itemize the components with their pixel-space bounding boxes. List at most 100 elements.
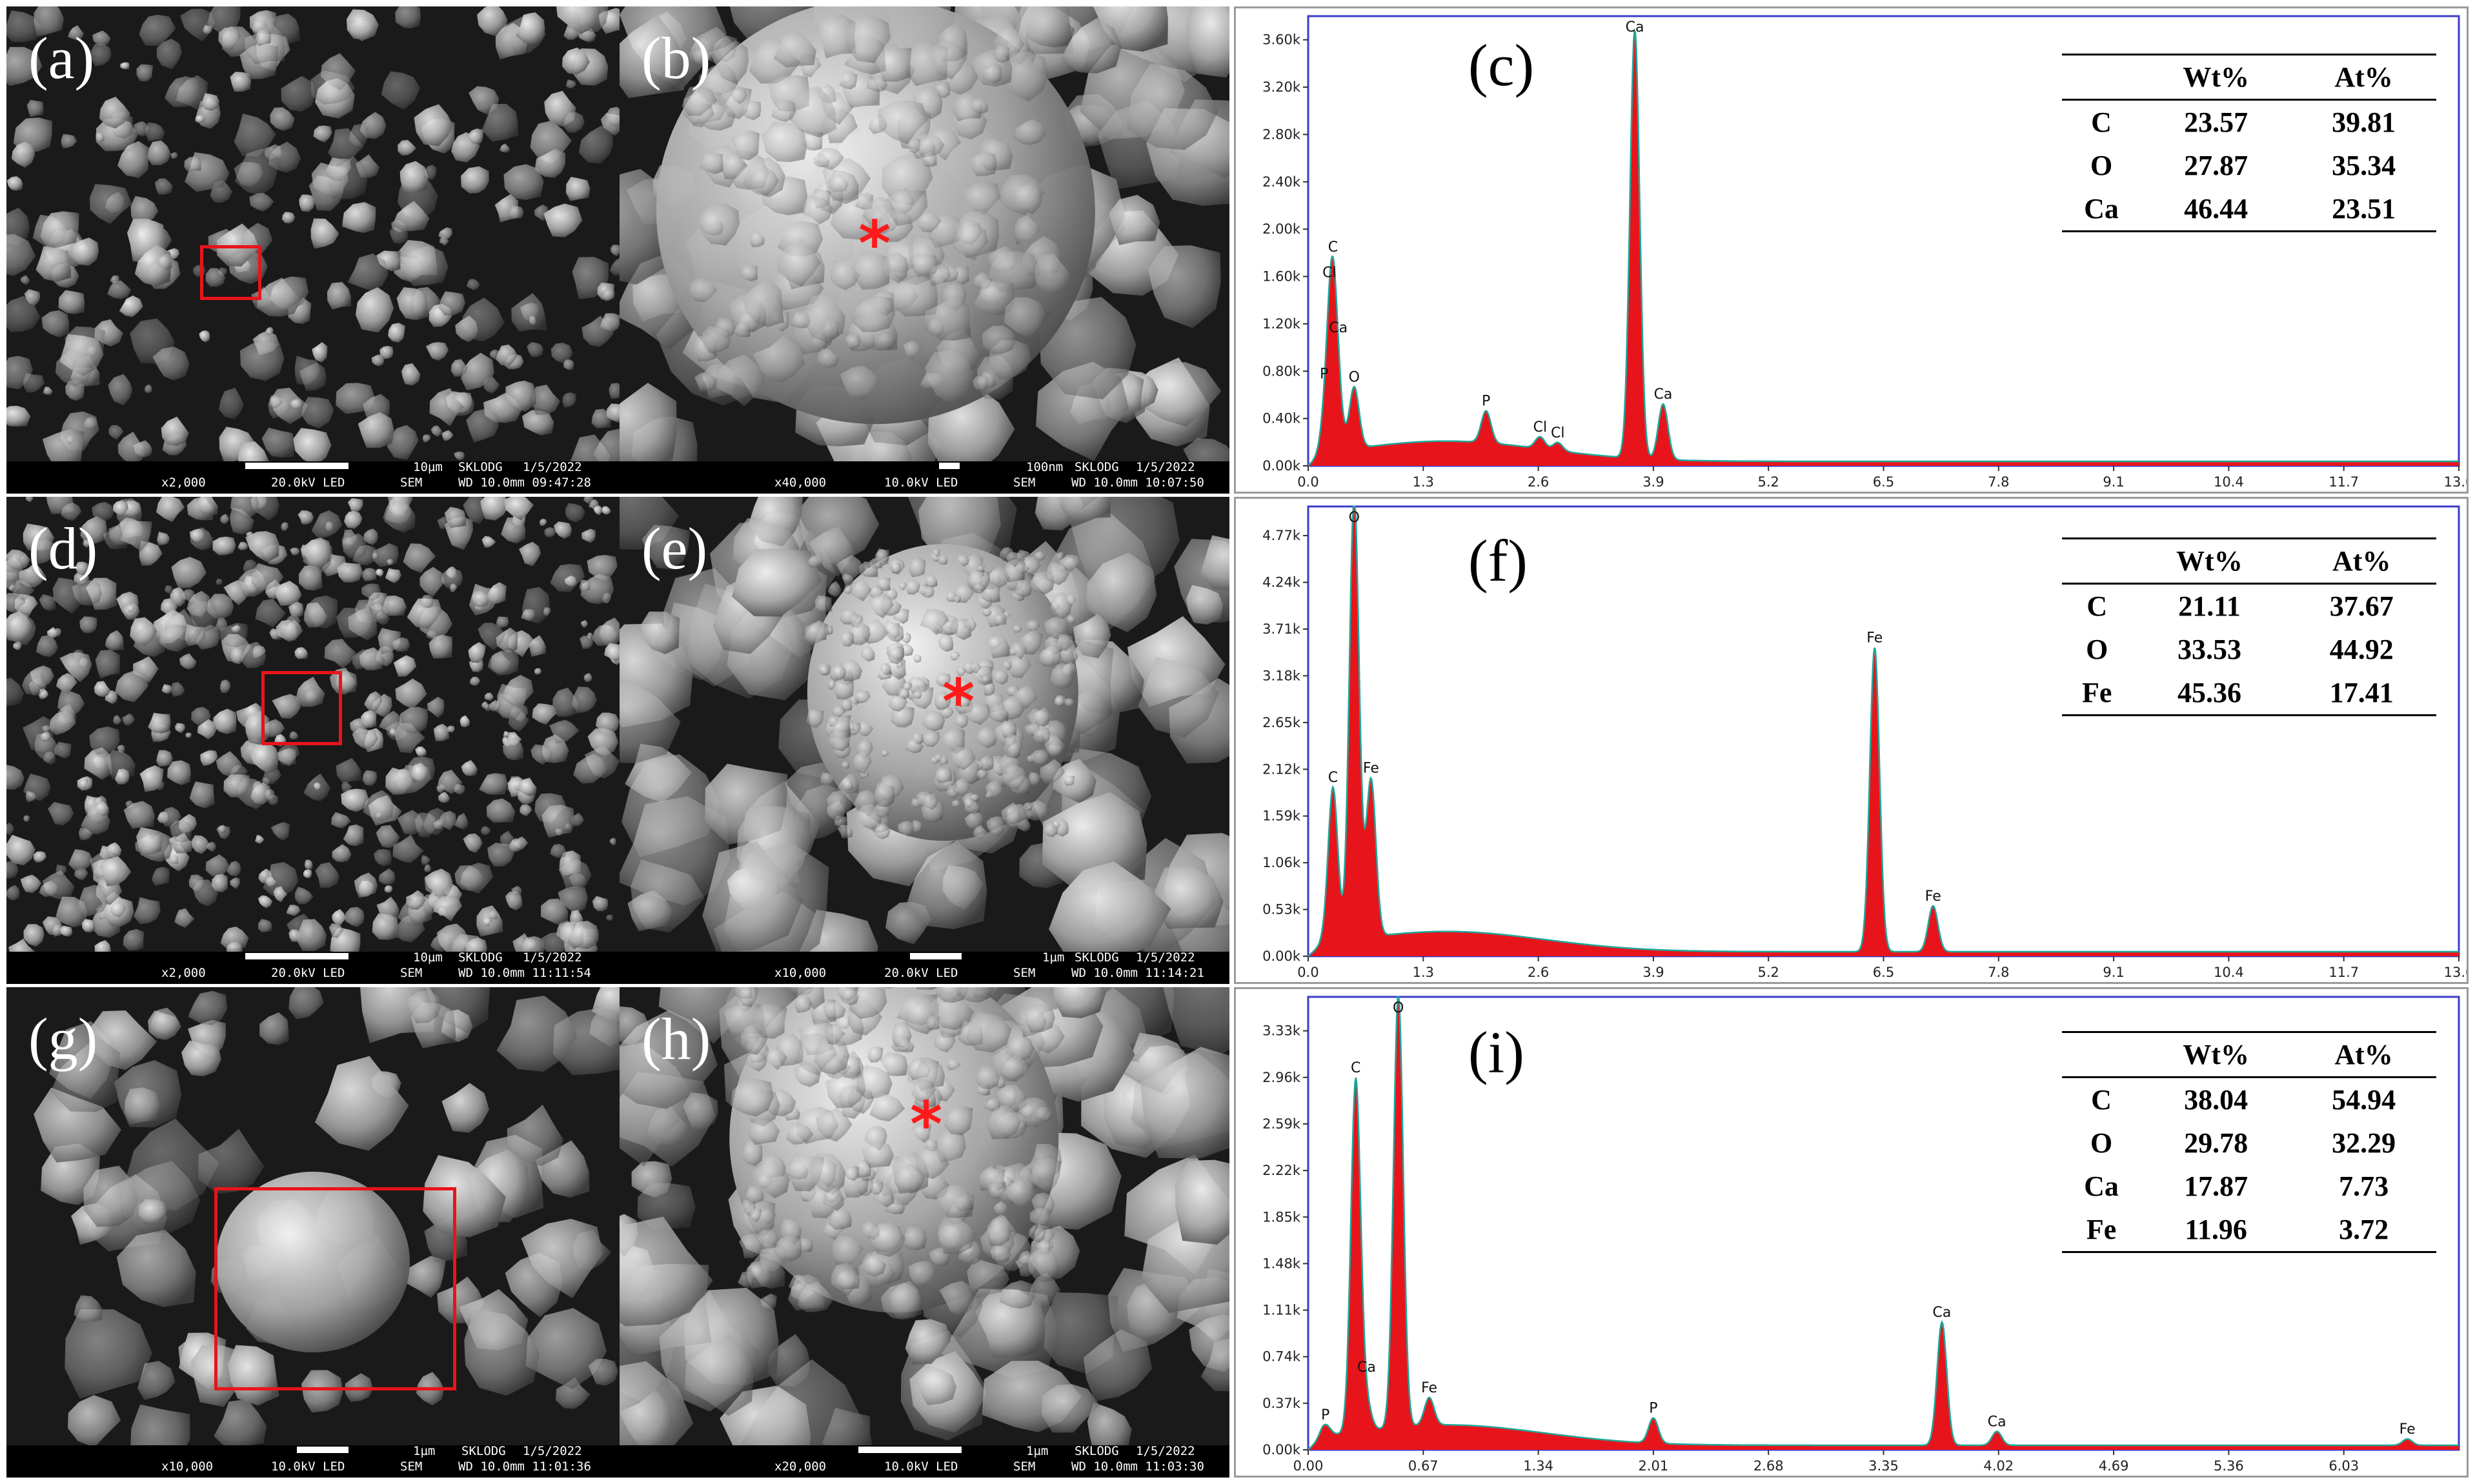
y-tick-label: 1.60k xyxy=(1262,269,1301,285)
operator: SKLODG xyxy=(458,460,503,474)
sem-databar: 1µm SKLODG 1/5/2022 x10,000 10.0kV LED S… xyxy=(6,1444,620,1478)
operator: SKLODG xyxy=(1075,1444,1119,1458)
panel-label: (i) xyxy=(1468,1019,1524,1085)
x-tick-label: 2.01 xyxy=(1639,1458,1669,1474)
y-tick-label: 2.65k xyxy=(1262,715,1301,730)
column-header: At% xyxy=(2334,61,2393,93)
y-tick-label: 0.00k xyxy=(1262,1442,1301,1458)
table-cell: Ca xyxy=(2084,193,2119,225)
date: 1/5/2022 xyxy=(523,460,582,474)
sem-texture xyxy=(620,497,1229,952)
table-row: O 29.78 32.29 xyxy=(2062,1121,2436,1165)
y-tick-label: 4.24k xyxy=(1262,575,1301,590)
x-tick-label: 9.1 xyxy=(2103,965,2124,980)
y-tick-label: 2.59k xyxy=(1262,1116,1301,1132)
sem-panel-b: (b) * 100nm SKLODG 1/5/2022 x40,000 10.0… xyxy=(620,6,1229,494)
peak-label: Ca xyxy=(1654,386,1673,403)
peak-label: Fe xyxy=(1866,630,1883,647)
mode: SEM xyxy=(1013,966,1036,980)
x-tick-label: 9.1 xyxy=(2103,474,2124,490)
x-tick-label: 10.4 xyxy=(2214,965,2244,980)
peak-label: Cl xyxy=(1533,419,1547,436)
panel-label: (g) xyxy=(28,1006,98,1072)
scale-value: 1µm xyxy=(413,1444,436,1458)
date: 1/5/2022 xyxy=(523,1444,582,1458)
peak-label: Fe xyxy=(1925,888,1941,905)
mode: SEM xyxy=(1013,476,1036,490)
analysis-point-marker: * xyxy=(858,208,891,280)
y-tick-label: 4.77k xyxy=(1262,528,1301,543)
peak-label: Cl xyxy=(1551,425,1564,441)
table-row: C 21.11 37.67 xyxy=(2062,584,2436,628)
sem-panel-a: (a) 10µm SKLODG 1/5/2022 x2,000 20.0kV L… xyxy=(6,6,620,494)
composition-table: Wt% At% C 21.11 37.67 O 33.53 44.92 Fe 45.36 17.41 xyxy=(2062,537,2436,716)
table-cell: 23.57 xyxy=(2184,106,2248,138)
mode: SEM xyxy=(1013,1459,1036,1474)
table-cell: C xyxy=(2091,106,2112,138)
peak-label: Ca xyxy=(1329,320,1348,336)
mode: SEM xyxy=(400,966,423,980)
panel-label: (e) xyxy=(641,516,708,581)
column-header xyxy=(2062,1032,2141,1078)
peak-label: Ca xyxy=(1988,1414,2006,1430)
table-cell: 32.29 xyxy=(2332,1127,2396,1159)
voltage: 20.0kV LED xyxy=(271,476,345,490)
sem-databar: 10µm SKLODG 1/5/2022 x2,000 20.0kV LED S… xyxy=(6,460,620,494)
x-tick-label: 1.3 xyxy=(1413,474,1434,490)
x-tick-label: 11.7 xyxy=(2329,965,2359,980)
panel-label: (c) xyxy=(1468,32,1535,98)
sem-databar: 10µm SKLODG 1/5/2022 x2,000 20.0kV LED S… xyxy=(6,950,620,984)
y-tick-label: 3.18k xyxy=(1262,668,1301,683)
table-cell: O xyxy=(2086,634,2108,665)
composition-table: Wt% At% C 23.57 39.81 O 27.87 35.34 Ca 46.44 23.51 xyxy=(2062,54,2436,232)
y-tick-label: 2.80k xyxy=(1262,126,1301,142)
y-tick-label: 1.20k xyxy=(1262,316,1301,332)
table-cell: Fe xyxy=(2086,1214,2117,1245)
table-cell: Fe xyxy=(2082,677,2112,708)
table-cell: 35.34 xyxy=(2332,150,2396,181)
scale-bar xyxy=(939,463,960,469)
table-cell: 29.78 xyxy=(2184,1127,2248,1159)
table-cell: 38.04 xyxy=(2184,1084,2248,1116)
operator: SKLODG xyxy=(1075,950,1119,965)
table-row: C 38.04 54.94 xyxy=(2062,1078,2436,1122)
peak-label: Ca xyxy=(1357,1359,1376,1376)
scale-value: 1µm xyxy=(1026,1444,1049,1458)
peak-label: Ca xyxy=(1933,1305,1952,1321)
table-header-row: Wt% At% xyxy=(2062,54,2436,100)
peak-label: C xyxy=(1328,770,1338,786)
y-tick-label: 0.00k xyxy=(1262,458,1301,474)
operator: SKLODG xyxy=(458,950,503,965)
x-tick-label: 6.5 xyxy=(1873,965,1894,980)
x-tick-label: 5.2 xyxy=(1757,474,1779,490)
voltage: 10.0kV LED xyxy=(884,1459,958,1474)
table-cell: 45.36 xyxy=(2177,677,2241,708)
table-cell: 46.44 xyxy=(2184,193,2248,225)
table-cell: 17.87 xyxy=(2184,1170,2248,1202)
x-tick-label: 6.5 xyxy=(1873,474,1894,490)
sem-databar: 100nm SKLODG 1/5/2022 x40,000 10.0kV LED… xyxy=(620,460,1229,494)
column-header: At% xyxy=(2334,1039,2393,1070)
y-tick-label: 2.40k xyxy=(1262,174,1301,190)
x-tick-label: 5.2 xyxy=(1757,965,1779,980)
column-header: Wt% xyxy=(2183,1039,2249,1070)
x-tick-label: 13.0 xyxy=(2444,965,2467,980)
y-tick-label: 1.48k xyxy=(1262,1256,1301,1271)
table-cell: 44.92 xyxy=(2329,634,2394,665)
table-cell: C xyxy=(2086,590,2108,622)
table-row: O 33.53 44.92 xyxy=(2062,628,2436,671)
spectrum-line xyxy=(1308,28,2459,466)
y-tick-label: 3.71k xyxy=(1262,621,1301,637)
analysis-point-marker: * xyxy=(910,1088,943,1161)
y-tick-label: 1.06k xyxy=(1262,855,1301,870)
y-tick-label: 1.11k xyxy=(1262,1303,1301,1318)
table-cell: 27.87 xyxy=(2184,150,2248,181)
scale-bar xyxy=(245,463,349,469)
eds-spectrum-chart: 0.00k 0.53k 1.06k 1.59k 2.12k 2.65k 3.18k 3.71k… xyxy=(1262,505,2467,980)
table-cell: 54.94 xyxy=(2332,1084,2396,1116)
magnification: x2,000 xyxy=(161,476,206,490)
peak-label: Cl xyxy=(1322,265,1336,281)
working-distance: WD 10.0mm 11:01:36 xyxy=(458,1459,591,1474)
x-tick-label: 2.6 xyxy=(1528,474,1549,490)
sem-panel-d: (d) 10µm SKLODG 1/5/2022 x2,000 20.0kV L… xyxy=(6,497,620,984)
